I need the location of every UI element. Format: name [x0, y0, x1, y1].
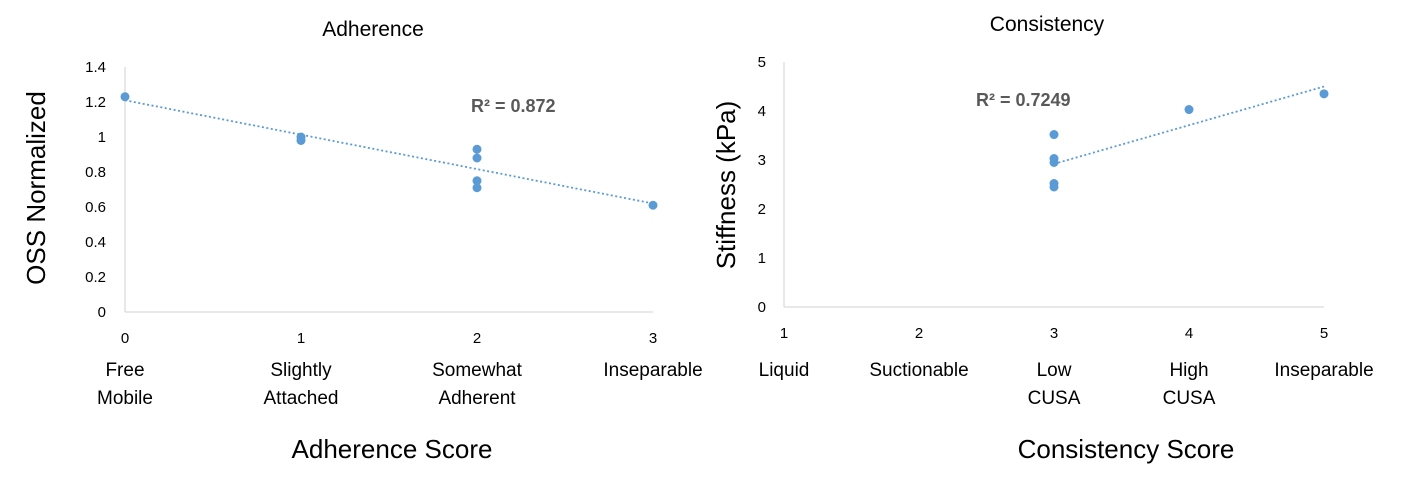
- data-point: [1049, 130, 1059, 140]
- x-tick-label: 3: [1050, 325, 1058, 342]
- data-point: [472, 183, 482, 193]
- trendline: [1053, 85, 1325, 165]
- y-tick-label: 1.2: [85, 94, 106, 111]
- data-point: [1184, 105, 1194, 115]
- category-label-line: CUSA: [1028, 388, 1081, 409]
- y-axis-title: OSS Normalized: [21, 91, 51, 285]
- y-tick-label: 0.8: [85, 164, 106, 181]
- category-label-line: Adherent: [438, 388, 516, 409]
- adherence-chart: Adherence 0 0.2 0.4 0.6 0.8 1 1.2 1.4 0 1 2 3 Free…: [21, 18, 703, 464]
- x-tick-labels: 1 2 3 4 5: [780, 325, 1328, 342]
- y-tick-label: 0: [758, 299, 766, 316]
- category-label: Slightly Attached: [264, 360, 339, 409]
- r-squared-label: R² = 0.7249: [976, 90, 1071, 110]
- category-label-line: CUSA: [1163, 388, 1216, 409]
- y-tick-label: 2: [758, 201, 766, 218]
- category-label: Suctionable: [869, 360, 968, 381]
- x-tick-label: 2: [473, 330, 481, 347]
- category-label: High CUSA: [1163, 360, 1216, 409]
- x-tick-label: 2: [915, 325, 923, 342]
- x-tick-label: 4: [1185, 325, 1193, 342]
- data-point: [120, 92, 130, 102]
- x-axis-title: Adherence Score: [292, 434, 493, 464]
- y-tick-label: 3: [758, 152, 766, 169]
- category-label: Inseparable: [1274, 360, 1373, 381]
- category-label-line: Somewhat: [432, 360, 522, 381]
- y-tick-label: 1: [98, 129, 106, 146]
- category-label-line: Inseparable: [603, 360, 702, 381]
- data-point: [1049, 157, 1059, 167]
- x-tick-label: 3: [649, 330, 657, 347]
- category-label-line: Low: [1037, 360, 1072, 381]
- data-point: [472, 144, 482, 154]
- data-point: [1049, 182, 1059, 192]
- data-points: [1049, 89, 1329, 192]
- y-tick-label: 0.4: [85, 234, 106, 251]
- r-squared-label: R² = 0.872: [471, 96, 556, 116]
- category-label: Somewhat Adherent: [432, 360, 522, 409]
- x-tick-label: 5: [1320, 325, 1328, 342]
- category-label: Free Mobile: [97, 360, 153, 409]
- data-point: [472, 176, 482, 186]
- trendline: [124, 99, 654, 205]
- category-labels: Free Mobile Slightly Attached Somewhat Adhere…: [97, 360, 703, 409]
- chart-title: Adherence: [322, 18, 424, 41]
- x-tick-labels: 0 1 2 3: [121, 330, 657, 347]
- y-tick-labels: 0 1 2 3 4 5: [758, 54, 766, 316]
- data-point: [1319, 89, 1329, 99]
- y-tick-label: 4: [758, 103, 766, 120]
- y-axis-title: Stiffness (kPa): [711, 101, 741, 270]
- y-tick-label: 0: [98, 304, 106, 321]
- x-tick-label: 0: [121, 330, 129, 347]
- chart-title: Consistency: [990, 13, 1105, 36]
- category-label-line: Slightly: [270, 360, 332, 381]
- y-tick-label: 0.6: [85, 199, 106, 216]
- y-tick-labels: 0 0.2 0.4 0.6 0.8 1 1.2 1.4: [85, 59, 106, 321]
- x-axis-title: Consistency Score: [1018, 434, 1235, 464]
- category-label-line: High: [1169, 360, 1208, 381]
- category-label-line: Mobile: [97, 388, 153, 409]
- category-label: Liquid: [759, 360, 810, 381]
- data-point: [648, 200, 658, 210]
- category-label-line: Attached: [264, 388, 339, 409]
- y-tick-label: 5: [758, 54, 766, 71]
- data-points: [120, 92, 658, 210]
- category-label: Low CUSA: [1028, 360, 1081, 409]
- category-label-line: Free: [105, 360, 144, 381]
- data-point: [472, 153, 482, 163]
- category-label: Inseparable: [603, 360, 702, 381]
- category-label-line: Suctionable: [869, 360, 968, 381]
- x-tick-label: 1: [297, 330, 305, 347]
- category-label-line: Liquid: [759, 360, 810, 381]
- y-tick-label: 1.4: [85, 59, 106, 76]
- data-point: [296, 136, 306, 145]
- category-label-line: Inseparable: [1274, 360, 1373, 381]
- category-labels: Liquid Suctionable Low CUSA High CUSA Insepara…: [759, 360, 1374, 409]
- y-tick-label: 1: [758, 250, 766, 267]
- y-tick-label: 0.2: [85, 269, 106, 286]
- x-tick-label: 1: [780, 325, 788, 342]
